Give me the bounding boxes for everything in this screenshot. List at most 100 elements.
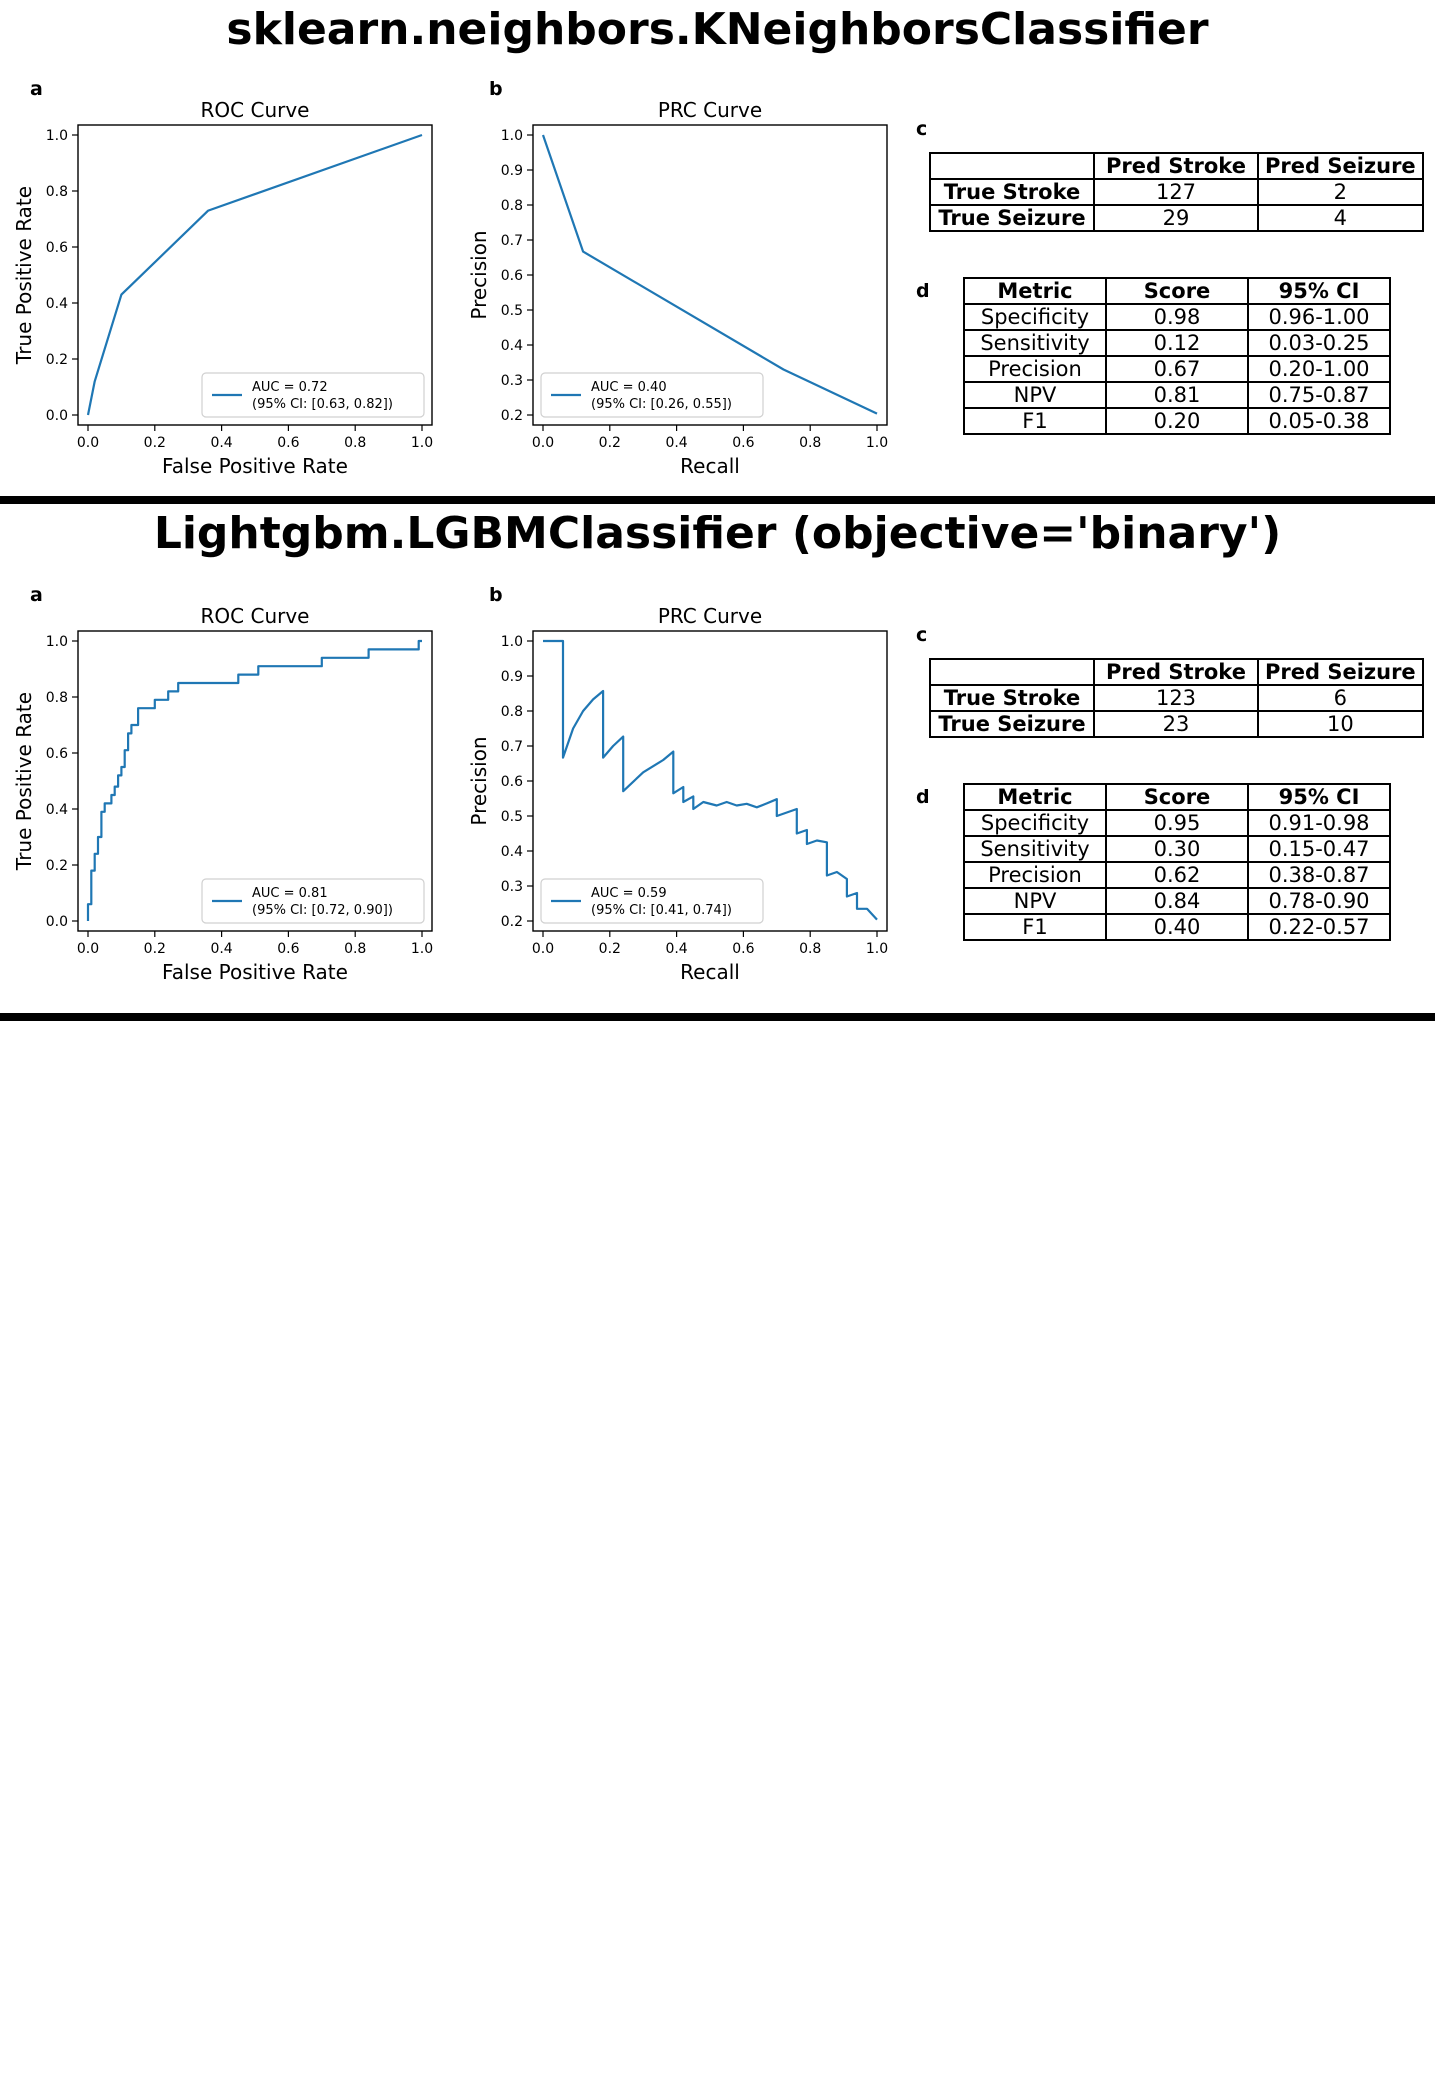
x-tick-label: 0.8 — [799, 435, 821, 451]
x-axis-label: False Positive Rate — [162, 960, 348, 984]
metric-score: 0.20 — [1105, 407, 1249, 435]
x-tick-label: 1.0 — [411, 941, 433, 957]
y-tick-label: 0.4 — [46, 802, 68, 818]
y-tick-label: 0.7 — [501, 233, 523, 249]
y-axis-label: True Positive Rate — [12, 692, 36, 871]
chart-title: PRC Curve — [658, 98, 762, 122]
panel-letter-a: a — [30, 78, 43, 100]
roc-chart: ROC Curve 0.0 0.2 0.4 0.6 0.8 1.0 0.0 0.2 0.4 0.6 0… — [12, 604, 433, 984]
panel-letter-a: a — [30, 584, 43, 606]
y-tick-label: 0.0 — [46, 408, 68, 424]
table-row: Precision 0.62 0.38-0.87 — [963, 861, 1391, 889]
x-tick-label: 0.2 — [144, 435, 166, 451]
metric-ci: 0.22-0.57 — [1247, 913, 1391, 941]
metric-score: 0.62 — [1105, 861, 1249, 889]
legend-box — [201, 878, 425, 924]
cm-cell: 23 — [1093, 710, 1259, 738]
metric-score: 0.98 — [1105, 303, 1249, 331]
metric-ci: 0.96-1.00 — [1247, 303, 1391, 331]
plot-frame — [77, 630, 433, 932]
section-divider — [0, 1013, 1435, 1021]
cm-row-header: True Stroke — [929, 178, 1095, 206]
panel-letter-d: d — [916, 280, 930, 302]
metric-score: 0.12 — [1105, 329, 1249, 357]
x-tick-label: 1.0 — [866, 941, 888, 957]
y-tick-label: 0.4 — [501, 338, 523, 354]
y-tick-label: 0.5 — [501, 303, 523, 319]
x-axis-label: Recall — [680, 454, 740, 478]
metric-score: 0.30 — [1105, 835, 1249, 863]
x-tick-label: 0.0 — [77, 941, 99, 957]
metrics-header: Score — [1105, 783, 1249, 811]
legend-label: AUC = 0.81 — [252, 886, 328, 901]
roc-chart: ROC Curve 0.0 0.2 0.4 0.6 0.8 1.0 0.0 0.2 0.4 0.6 0… — [12, 98, 433, 478]
cm-col-header: Pred Stroke — [1093, 152, 1259, 180]
panel-letter-d: d — [916, 786, 930, 808]
y-tick-label: 1.0 — [46, 128, 68, 144]
metric-score: 0.81 — [1105, 381, 1249, 409]
section-divider — [0, 496, 1435, 504]
metric-name: Precision — [963, 355, 1107, 383]
metric-name: F1 — [963, 407, 1107, 435]
cm-cell: 6 — [1257, 684, 1424, 712]
table-row: Sensitivity 0.12 0.03-0.25 — [963, 329, 1391, 357]
y-tick-label: 0.6 — [501, 268, 523, 284]
y-tick-label: 0.6 — [46, 746, 68, 762]
legend-box — [540, 878, 764, 924]
series-line — [86, 639, 422, 921]
legend-label: (95% CI: [0.63, 0.82]) — [252, 397, 393, 412]
x-tick-label: 0.8 — [344, 435, 366, 451]
legend-label: (95% CI: [0.26, 0.55]) — [591, 397, 732, 412]
series-line — [86, 133, 423, 416]
y-tick-label: 0.8 — [46, 184, 68, 200]
table-row: Specificity 0.98 0.96-1.00 — [963, 303, 1391, 331]
cm-cell: 123 — [1093, 684, 1259, 712]
legend-label: AUC = 0.40 — [591, 380, 667, 395]
y-tick-label: 0.2 — [501, 914, 523, 930]
cm-row-header: True Seizure — [929, 204, 1095, 232]
cm-col-header: Pred Seizure — [1257, 658, 1424, 686]
metric-score: 0.95 — [1105, 809, 1249, 837]
legend-box — [540, 372, 764, 418]
x-tick-label: 0.4 — [210, 435, 232, 451]
y-tick-label: 1.0 — [46, 634, 68, 650]
chart-title: PRC Curve — [658, 604, 762, 628]
metrics-header: Score — [1105, 277, 1249, 305]
x-tick-label: 0.6 — [277, 435, 299, 451]
y-tick-label: 0.6 — [501, 774, 523, 790]
table-row: F1 0.40 0.22-0.57 — [963, 913, 1391, 941]
table-row: F1 0.20 0.05-0.38 — [963, 407, 1391, 435]
y-tick-label: 0.8 — [46, 690, 68, 706]
y-tick-label: 0.5 — [501, 809, 523, 825]
section-lgbm: Lightgbm.LGBMClassifier (objective='bina… — [0, 506, 1435, 1011]
metrics-table: Metric Score 95% CI Specificity 0.95 0.9… — [963, 783, 1391, 941]
chart-title: ROC Curve — [201, 604, 310, 628]
x-tick-label: 0.4 — [665, 941, 687, 957]
x-tick-label: 0.6 — [732, 435, 754, 451]
y-axis-label: True Positive Rate — [12, 186, 36, 365]
y-axis-label: Precision — [467, 230, 491, 319]
metric-name: Specificity — [963, 303, 1107, 331]
prc-chart: PRC Curve 0.0 0.2 0.4 0.6 0.8 1.0 0.2 0.3 0.4 0.5 0… — [467, 98, 888, 478]
metrics-header: 95% CI — [1247, 783, 1391, 811]
metrics-header: Metric — [963, 783, 1107, 811]
section-title: sklearn.neighbors.KNeighborsClassifier — [226, 4, 1209, 55]
section-title: Lightgbm.LGBMClassifier (objective='bina… — [153, 508, 1282, 559]
y-tick-label: 0.6 — [46, 240, 68, 256]
plot-frame — [532, 630, 888, 932]
metrics-header: Metric — [963, 277, 1107, 305]
metric-ci: 0.75-0.87 — [1247, 381, 1391, 409]
metric-score: 0.40 — [1105, 913, 1249, 941]
panel-letter-b: b — [489, 584, 503, 606]
section-knn: sklearn.neighbors.KNeighborsClassifier a… — [0, 0, 1435, 505]
cm-row-header: True Stroke — [929, 684, 1095, 712]
x-tick-label: 0.2 — [599, 435, 621, 451]
series-line — [543, 639, 878, 921]
metric-name: NPV — [963, 381, 1107, 409]
cm-cell: 2 — [1257, 178, 1424, 206]
metric-ci: 0.05-0.38 — [1247, 407, 1391, 435]
y-tick-label: 0.2 — [46, 352, 68, 368]
metric-score: 0.84 — [1105, 887, 1249, 915]
panel-letter-b: b — [489, 78, 503, 100]
y-tick-label: 0.7 — [501, 739, 523, 755]
